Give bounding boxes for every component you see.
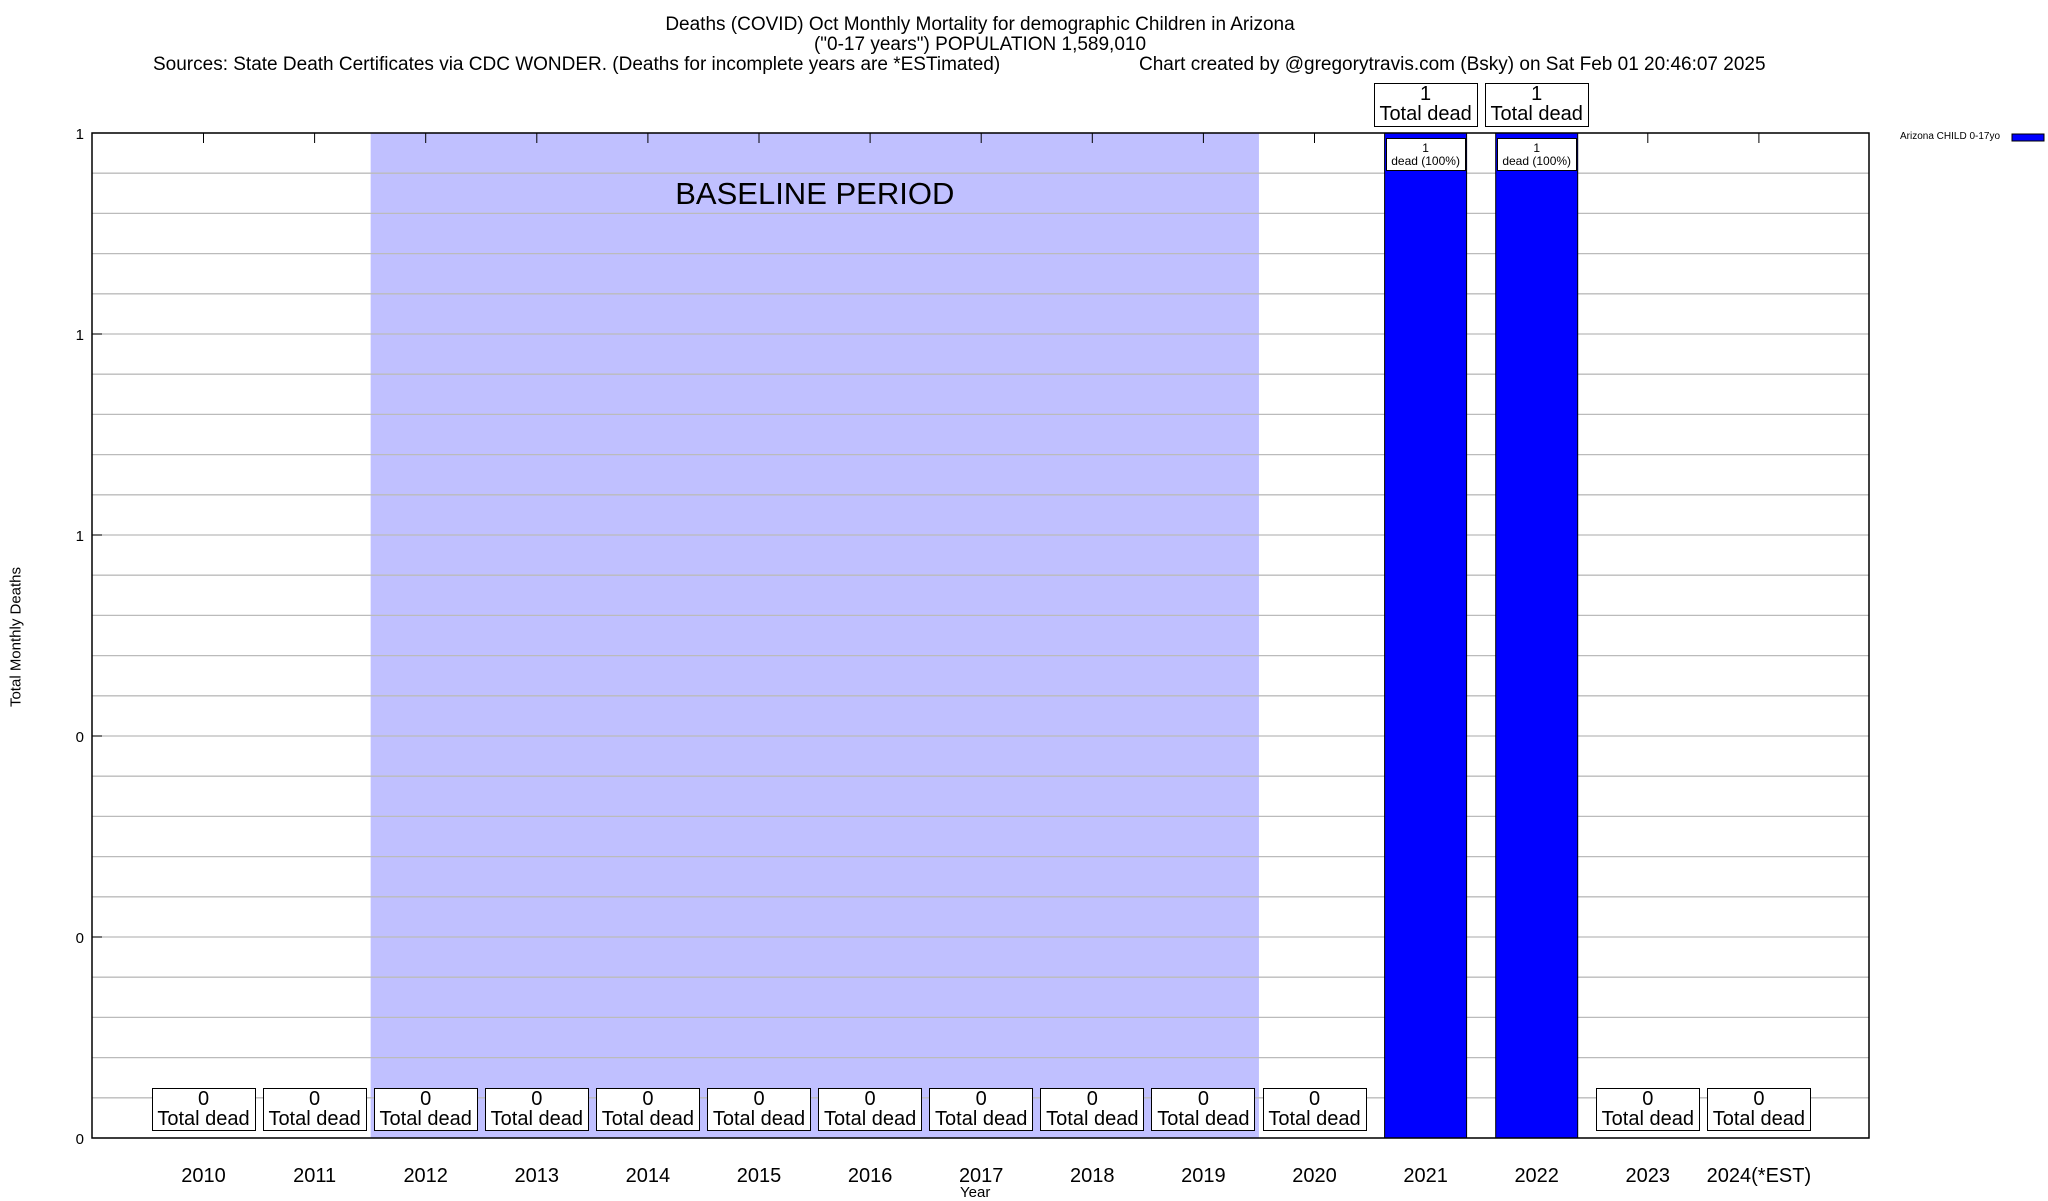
x-tick-label: 2013 xyxy=(515,1165,560,1187)
y-tick-label: 0 xyxy=(76,729,84,746)
total-label-2016: 0 Total dead xyxy=(818,1088,923,1131)
x-tick-label: 2020 xyxy=(1292,1165,1337,1187)
bar-2021 xyxy=(1384,132,1468,1139)
total-label-2018: 0 Total dead xyxy=(1040,1088,1145,1131)
x-axis-label: Year xyxy=(960,1184,991,1201)
total-label-2022: 1 Total dead xyxy=(1484,83,1589,127)
x-tick-label: 2024(*EST) xyxy=(1707,1165,1812,1187)
chart-credit: Chart created by @gregorytravis.com (Bsk… xyxy=(1139,54,1766,75)
y-tick-label: 0 xyxy=(76,1131,84,1148)
plot-frame xyxy=(91,132,1870,1139)
x-tick-label: 2016 xyxy=(848,1165,893,1187)
x-tick-label: 2011 xyxy=(293,1165,336,1187)
chart-subtitle: ("0-17 years") POPULATION 1,589,010 xyxy=(813,34,1147,55)
chart-source: Sources: State Death Certificates via CD… xyxy=(153,54,1001,75)
y-tick-label: 0 xyxy=(76,930,84,947)
y-tick-label: 1 xyxy=(76,528,84,545)
baseline-label: BASELINE PERIOD xyxy=(675,176,955,211)
y-axis-label: Total Monthly Deaths xyxy=(7,566,25,708)
total-label-2023: 0 Total dead xyxy=(1595,1088,1700,1131)
legend-label: Arizona CHILD 0-17yo xyxy=(1900,131,2001,142)
legend-swatch xyxy=(2011,133,2045,142)
x-tick-label: 2023 xyxy=(1626,1165,1671,1187)
bar-2022 xyxy=(1495,132,1579,1139)
x-tick-label: 2012 xyxy=(403,1165,448,1187)
x-tick-label: 2010 xyxy=(181,1165,226,1187)
total-label-2012: 0 Total dead xyxy=(373,1088,478,1131)
x-tick-label: 2018 xyxy=(1070,1165,1115,1187)
y-tick-label: 1 xyxy=(76,327,84,344)
x-tick-label: 2019 xyxy=(1181,1165,1226,1187)
total-label-2020: 0 Total dead xyxy=(1262,1088,1367,1131)
total-label-2015: 0 Total dead xyxy=(707,1088,811,1131)
baseline-region xyxy=(370,133,1259,1138)
inner-label-2022: 1 dead (100%) xyxy=(1496,138,1577,171)
total-label-2013: 0 Total dead xyxy=(484,1088,589,1131)
chart-title: Deaths (COVID) Oct Monthly Mortality for… xyxy=(665,14,1295,35)
total-label-2011: 0 Total dead xyxy=(262,1088,367,1131)
x-tick-label: 2015 xyxy=(737,1165,782,1187)
total-label-2021: 1 Total dead xyxy=(1373,83,1478,127)
total-label-2019: 0 Total dead xyxy=(1151,1088,1256,1131)
inner-label-2021: 1 dead (100%) xyxy=(1385,138,1466,171)
x-tick-label: 2022 xyxy=(1514,1165,1559,1187)
total-label-2024(*EST): 0 Total dead xyxy=(1706,1088,1811,1131)
x-tick-label: 2014 xyxy=(626,1165,671,1187)
total-label-2017: 0 Total dead xyxy=(929,1088,1034,1131)
x-tick-label: 2021 xyxy=(1403,1165,1448,1187)
y-tick-label: 1 xyxy=(76,126,84,143)
total-label-2010: 0 Total dead xyxy=(151,1088,256,1131)
x-tick-label: 2017 xyxy=(959,1165,1004,1187)
total-label-2014: 0 Total dead xyxy=(595,1088,700,1131)
